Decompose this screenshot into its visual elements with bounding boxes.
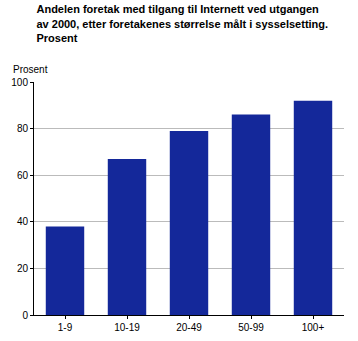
svg-text:50-99: 50-99	[238, 322, 264, 333]
svg-text:10-19: 10-19	[114, 322, 140, 333]
svg-text:80: 80	[17, 123, 29, 134]
svg-text:0: 0	[22, 310, 28, 321]
svg-text:20: 20	[17, 263, 29, 274]
svg-text:Prosent: Prosent	[13, 64, 48, 75]
svg-text:Andelen foretak med tilgang ti: Andelen foretak med tilgang til Internet…	[36, 3, 328, 44]
svg-text:40: 40	[17, 216, 29, 227]
svg-text:20-49: 20-49	[176, 322, 202, 333]
svg-text:60: 60	[17, 170, 29, 181]
svg-text:100+: 100+	[302, 322, 325, 333]
svg-text:100: 100	[11, 77, 28, 88]
svg-text:1-9: 1-9	[58, 322, 73, 333]
